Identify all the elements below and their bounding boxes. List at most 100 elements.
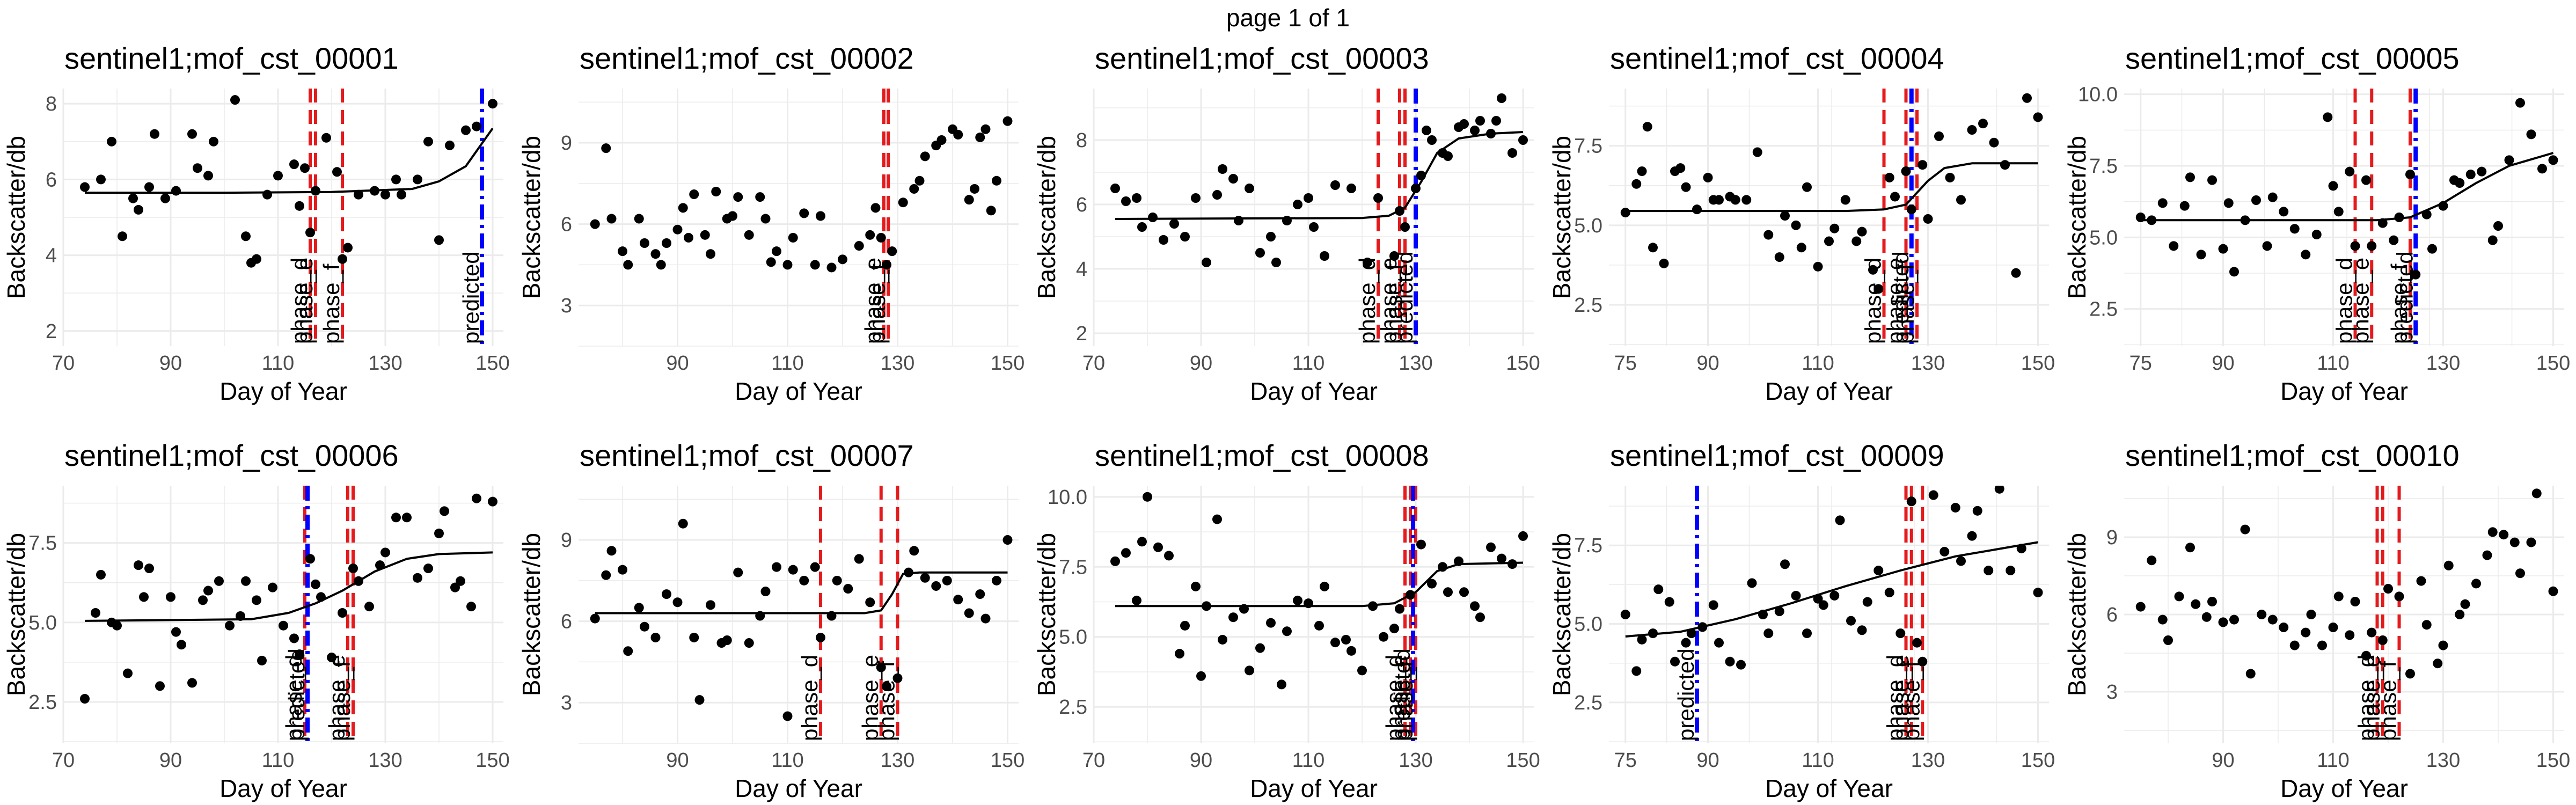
data-point: [332, 167, 342, 177]
data-point: [640, 621, 649, 632]
data-point: [1416, 539, 1426, 550]
data-point: [134, 204, 143, 215]
data-point: [953, 129, 963, 140]
x-tick-label: 130: [2426, 352, 2460, 375]
data-point: [887, 246, 897, 257]
vline-label: phase_d: [281, 655, 306, 741]
data-point: [177, 640, 186, 650]
vline-label: phase_f: [1392, 661, 1417, 741]
vline-label: phase_f: [2387, 264, 2412, 344]
data-point: [1703, 172, 1713, 182]
chart-panel-7: sentinel1;mof_cst_00007 90 110 130 150 3 6 9 Day…: [517, 438, 1024, 802]
data-point: [2487, 235, 2498, 245]
data-point: [606, 214, 617, 224]
vline-label: phase_f: [1381, 264, 1407, 344]
data-point: [672, 597, 683, 608]
data-point: [1153, 542, 1163, 552]
data-point: [1659, 258, 1669, 268]
data-point: [327, 653, 336, 662]
vline-label: phase_d: [1381, 655, 1407, 741]
data-point: [2223, 198, 2234, 208]
data-point: [279, 620, 288, 631]
data-point: [1196, 671, 1206, 681]
x-tick-label: 110: [1802, 352, 1834, 375]
x-axis-label: Day of Year: [1765, 377, 1893, 405]
data-point: [760, 214, 771, 224]
data-point: [1972, 506, 1982, 516]
data-point: [380, 547, 390, 558]
data-point: [1486, 542, 1496, 552]
vline-label: phase_e: [324, 655, 349, 741]
data-point: [892, 673, 903, 683]
data-point: [1110, 184, 1120, 193]
data-point: [1202, 258, 1211, 267]
data-point: [1475, 612, 1485, 623]
data-point: [434, 235, 444, 245]
data-point: [2350, 597, 2360, 606]
data-point: [171, 627, 181, 637]
data-point: [1901, 166, 1911, 177]
data-point: [134, 560, 143, 570]
data-point: [1857, 226, 1867, 237]
data-point: [1341, 634, 1351, 645]
data-point: [1681, 638, 1691, 648]
data-point: [2257, 610, 2267, 619]
x-tick-label: 90: [159, 352, 182, 375]
data-point: [423, 136, 433, 147]
data-point: [1967, 125, 1977, 135]
x-tick-label: 110: [1802, 749, 1834, 772]
data-point: [689, 632, 699, 642]
data-point: [472, 493, 481, 503]
x-tick-label: 110: [1292, 352, 1325, 375]
data-point: [2377, 635, 2388, 645]
data-point: [2201, 612, 2212, 622]
vline-label: phase_f: [330, 661, 355, 741]
data-point: [1714, 638, 1724, 648]
x-tick-label: 150: [2021, 352, 2055, 375]
data-point: [722, 635, 732, 645]
data-point: [187, 129, 197, 139]
data-point: [2267, 192, 2278, 202]
chart-title: sentinel1;mof_cst_00010: [2125, 438, 2460, 472]
data-point: [1884, 172, 1894, 182]
data-point: [2006, 566, 2016, 576]
data-point: [799, 208, 809, 218]
data-point: [2421, 620, 2432, 630]
data-point: [1497, 553, 1506, 564]
data-point: [1763, 628, 1774, 639]
data-point: [1357, 665, 1367, 676]
data-point: [876, 232, 886, 243]
vline-label: phase_f: [1893, 264, 1919, 344]
vline-label: predicted: [1888, 251, 1913, 344]
data-point: [2328, 623, 2338, 632]
x-tick-label: 150: [991, 749, 1024, 772]
data-point: [91, 608, 100, 618]
data-point: [1245, 665, 1254, 676]
data-point: [2548, 586, 2558, 596]
data-point: [1422, 126, 1431, 135]
data-point: [1507, 148, 1517, 158]
data-point: [1459, 587, 1469, 597]
data-point: [2389, 235, 2399, 245]
data-point: [321, 133, 331, 143]
data-point: [300, 163, 310, 173]
data-point: [1002, 535, 1013, 545]
x-tick-label: 90: [1190, 749, 1212, 772]
vline-label: phase_e: [1888, 655, 1913, 741]
data-point: [241, 576, 251, 586]
data-point: [2135, 602, 2146, 612]
data-point: [2196, 250, 2206, 260]
data-point: [2350, 241, 2360, 251]
x-axis-label: Day of Year: [1250, 377, 1378, 405]
data-point: [1956, 195, 1966, 205]
data-point: [1824, 236, 1834, 246]
data-point: [1714, 195, 1724, 205]
data-point: [1686, 628, 1696, 639]
data-point: [305, 554, 315, 564]
data-point: [273, 171, 283, 181]
data-point: [2191, 599, 2201, 609]
data-point: [1774, 252, 1784, 262]
data-point: [289, 633, 299, 643]
